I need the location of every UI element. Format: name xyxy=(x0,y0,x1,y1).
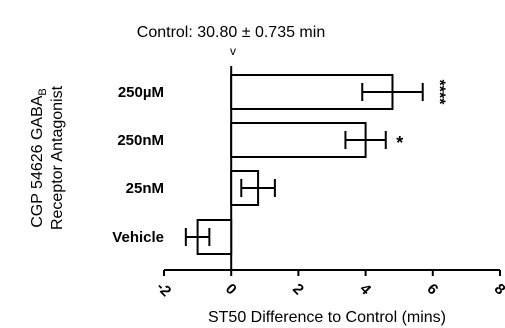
y-axis-title-2: Receptor Antagonist xyxy=(49,85,66,230)
category-label: 25nM xyxy=(126,180,164,197)
svg-text:CGP 54626 GABAB: CGP 54626 GABAB xyxy=(29,88,49,228)
x-tick-label: 2 xyxy=(289,280,307,298)
chart-title: Control: 30.80 ± 0.735 min xyxy=(137,24,325,41)
x-axis-title: ST50 Difference to Control (mins) xyxy=(208,309,446,326)
category-label: 250µM xyxy=(118,84,164,101)
x-tick-label: 8 xyxy=(491,280,505,298)
category-label: Vehicle xyxy=(112,229,164,246)
control-marker: v xyxy=(230,44,236,58)
y-axis-title-subscript: B xyxy=(37,88,49,95)
y-axis-title: CGP 54626 GABAB xyxy=(29,88,49,228)
x-tick-label: 0 xyxy=(222,280,240,298)
x-tick-label: 4 xyxy=(356,280,374,298)
y-axis-title-line1: CGP 54626 GABA xyxy=(29,95,46,228)
bar xyxy=(230,122,367,158)
x-tick-label: -2 xyxy=(153,279,174,300)
category-label: 250nM xyxy=(117,132,164,149)
significance-label: * xyxy=(396,133,403,153)
x-tick-label: 6 xyxy=(423,280,441,298)
y-axis-title-line2: Receptor Antagonist xyxy=(49,85,66,230)
plot-area: -2 0 2 4 6 8 250µM **** 250nM * 25nM Vehicle xyxy=(112,66,505,300)
significance-label: **** xyxy=(431,80,448,106)
